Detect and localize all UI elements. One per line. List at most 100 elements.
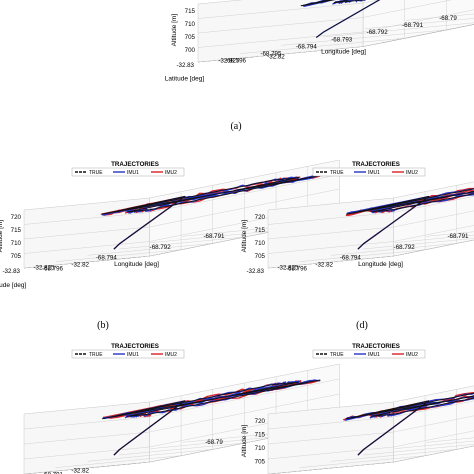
grid-line: [197, 0, 452, 34]
chart-panel-d: 720 715 710 705 Altitude [m] -32.82 -32.825 -32…: [241, 161, 474, 331]
y-tick-label: -32.82: [71, 467, 89, 474]
y-tick-label: -32.82: [267, 53, 285, 60]
z-tick-label: 715: [255, 432, 266, 439]
legend: TRUE IMU1 IMU2: [312, 349, 426, 359]
legend-label-imu1: IMU1: [127, 170, 139, 176]
legend-box: [312, 349, 426, 359]
x-tick-label: -68.791: [42, 471, 64, 474]
z-tick-label: 715: [185, 8, 196, 15]
legend-label-imu2: IMU2: [406, 170, 418, 176]
legend-box: [71, 349, 185, 359]
y-tick-label: -32.83: [2, 268, 20, 275]
x-tick-label: -68.794: [296, 43, 318, 50]
grid-line: [267, 400, 474, 430]
legend-label-imu1: IMU1: [368, 170, 380, 176]
y-tick-label: -32.825: [218, 58, 240, 65]
legend-label-true: TRUE: [89, 352, 103, 358]
chart-title: TRAJECTORIES: [111, 343, 159, 350]
x-tick-label: -68.792: [150, 244, 172, 251]
z-tick-label: 710: [255, 445, 266, 452]
back-wall: [393, 385, 474, 463]
x-tick-label: -68.796: [42, 265, 64, 272]
grid-line: [299, 395, 426, 468]
z-axis-label: Altitude [m]: [0, 220, 4, 253]
legend-label-true: TRUE: [89, 170, 103, 176]
legend-label-imu1: IMU1: [127, 352, 139, 358]
chart-panel-a: 715 710 705 700 Altitude [m] -32.82 -32.825 -32…: [165, 0, 474, 132]
grid-line: [87, 185, 213, 256]
grid-line: [426, 231, 474, 237]
grid-line: [197, 0, 380, 19]
chart-title: TRAJECTORIES: [352, 343, 400, 350]
z-tick-label: 710: [255, 240, 266, 247]
z-tick-label: 710: [11, 240, 22, 247]
grid-line: [362, 444, 474, 456]
legend-label-imu2: IMU2: [406, 352, 418, 358]
grid-line: [118, 383, 245, 456]
x-tick-label: -68.791: [402, 22, 424, 29]
z-axis-label: Altitude [m]: [241, 425, 248, 458]
grid-line: [267, 210, 474, 240]
y-tick-label: -32.825: [277, 265, 299, 272]
z-tick-label: 720: [255, 214, 266, 221]
y-tick-label: -32.83: [176, 62, 194, 69]
panel-caption: (b): [97, 320, 109, 331]
x-tick-label: -68.79: [439, 15, 457, 22]
legend: TRUE IMU1 IMU2: [71, 349, 185, 359]
grid-line: [331, 185, 457, 256]
panel-caption: (a): [230, 121, 241, 132]
grid-line: [426, 437, 474, 443]
legend-label-true: TRUE: [330, 352, 344, 358]
grid-line: [267, 225, 474, 254]
x-tick-label: -68.794: [340, 255, 362, 262]
z-tick-label: 705: [11, 253, 22, 260]
x-tick-label: -68.791: [204, 233, 226, 240]
x-tick-label: -68.791: [448, 233, 470, 240]
legend-box: [71, 167, 185, 177]
z-tick-label: 705: [255, 459, 266, 466]
z-tick-label: 715: [11, 227, 22, 234]
x-tick-label: -68.792: [367, 29, 389, 36]
grid-line: [406, 13, 474, 21]
chart-panel-e: -32.82-32.825-68.791-68.79TRAJECTORIESTR…: [23, 343, 340, 474]
legend: TRUE IMU1 IMU2: [71, 167, 185, 177]
z-tick-label: 720: [255, 418, 266, 425]
grid-line: [394, 440, 474, 449]
x-axis-label: Longitude [deg]: [358, 261, 403, 268]
grid-line: [55, 395, 182, 468]
grid-line: [267, 196, 474, 225]
series-imu1-line: [302, 0, 381, 39]
y-axis-label: Latitude [deg]: [165, 75, 205, 82]
series-true-line: [346, 188, 474, 250]
grid-line: [23, 378, 340, 430]
legend-box: [312, 167, 426, 177]
grid-line: [118, 179, 245, 250]
side-wall: [197, 0, 364, 63]
y-tick-label: -32.82: [71, 261, 89, 268]
legend-label-imu2: IMU2: [165, 352, 177, 358]
y-tick-label: -32.825: [33, 265, 55, 272]
x-tick-label: -68.796: [286, 265, 308, 272]
grid-line: [239, 0, 405, 54]
y-tick-label: -32.83: [246, 268, 264, 275]
y-tick-label: -32.82: [315, 261, 333, 268]
z-tick-label: 720: [11, 214, 22, 221]
z-axis-label: Altitude [m]: [171, 14, 178, 47]
grid-line: [364, 18, 474, 29]
series-true-line: [345, 392, 474, 456]
x-axis-label: Longitude [deg]: [321, 49, 366, 56]
chart-title: TRAJECTORIES: [111, 161, 159, 168]
grid-line: [87, 389, 213, 462]
legend-label-true: TRUE: [330, 170, 344, 176]
grid-line: [23, 393, 340, 445]
y-axis-label: Latitude [deg]: [0, 282, 26, 289]
x-axis-label: Longitude [deg]: [114, 261, 159, 268]
x-tick-label: -68.795: [260, 50, 282, 57]
grid-line: [23, 174, 340, 225]
panel-caption: (d): [356, 320, 368, 331]
x-tick-label: -68.793: [331, 36, 353, 43]
series-true-line: [300, 0, 381, 38]
x-tick-label: -68.79: [205, 439, 223, 446]
